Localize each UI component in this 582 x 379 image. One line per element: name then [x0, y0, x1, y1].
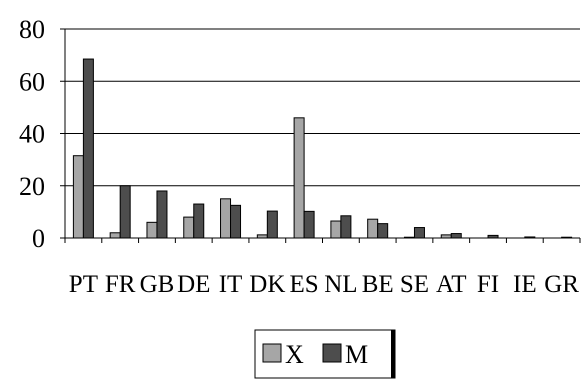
- x-category-label: GR: [544, 271, 579, 298]
- x-category-label: IE: [513, 271, 537, 298]
- legend-swatch-m: [322, 343, 342, 363]
- bar-m-fr: [119, 185, 131, 239]
- legend-label-m: M: [345, 340, 368, 369]
- bar-m-de: [193, 203, 205, 239]
- y-tick-label: 20: [19, 172, 45, 201]
- bar-x-be: [367, 218, 379, 239]
- bar-x-fr: [109, 232, 121, 239]
- bar-x-de: [183, 216, 195, 239]
- x-category-label: ES: [290, 271, 319, 298]
- x-category-label: FI: [477, 271, 499, 298]
- gridlines: [65, 28, 580, 187]
- bar-m-at: [450, 233, 462, 239]
- x-category-label: SE: [400, 271, 429, 298]
- x-category-label: NL: [324, 271, 357, 298]
- bar-x-nl: [330, 220, 342, 239]
- bar-m-it: [230, 204, 242, 239]
- y-tick-label: 0: [32, 224, 45, 253]
- x-category-label: DE: [177, 271, 210, 298]
- axes: [60, 28, 581, 243]
- bar-m-dk: [266, 210, 278, 239]
- bar-m-pt: [82, 58, 94, 239]
- bar-m-es: [303, 210, 315, 239]
- bar-x-dk: [256, 234, 268, 239]
- y-tick-label: 60: [19, 67, 45, 96]
- y-tick-label: 40: [19, 120, 45, 149]
- bar-m-be: [377, 223, 389, 239]
- y-tick-label: 80: [19, 15, 45, 44]
- bar-x-it: [220, 198, 232, 239]
- bars: [72, 58, 573, 239]
- bar-m-gb: [156, 190, 168, 239]
- x-category-labels: PT FR GB DE IT DK ES NL BE SE AT FI IE GR: [69, 271, 579, 298]
- bar-x-at: [440, 234, 452, 239]
- x-category-label: DK: [249, 271, 285, 298]
- bar-x-se: [403, 236, 415, 239]
- x-category-label: AT: [436, 271, 467, 298]
- bar-x-es: [293, 117, 305, 239]
- y-tick-labels: 0 20 40 60 80: [19, 15, 45, 253]
- x-category-label: PT: [69, 271, 98, 298]
- bar-m-ie: [524, 236, 536, 239]
- bar-m-se: [413, 227, 425, 239]
- x-category-label: BE: [362, 271, 394, 298]
- bar-m-gr: [561, 236, 573, 239]
- bar-x-gb: [146, 221, 158, 239]
- x-category-label: FR: [105, 271, 136, 298]
- legend-label-x: X: [285, 340, 304, 369]
- bar-m-nl: [340, 215, 352, 239]
- x-category-label: GB: [140, 271, 175, 298]
- bar-x-pt: [72, 155, 84, 239]
- bar-m-fi: [487, 234, 499, 239]
- legend-swatch-x: [262, 343, 282, 363]
- x-category-label: IT: [219, 271, 243, 298]
